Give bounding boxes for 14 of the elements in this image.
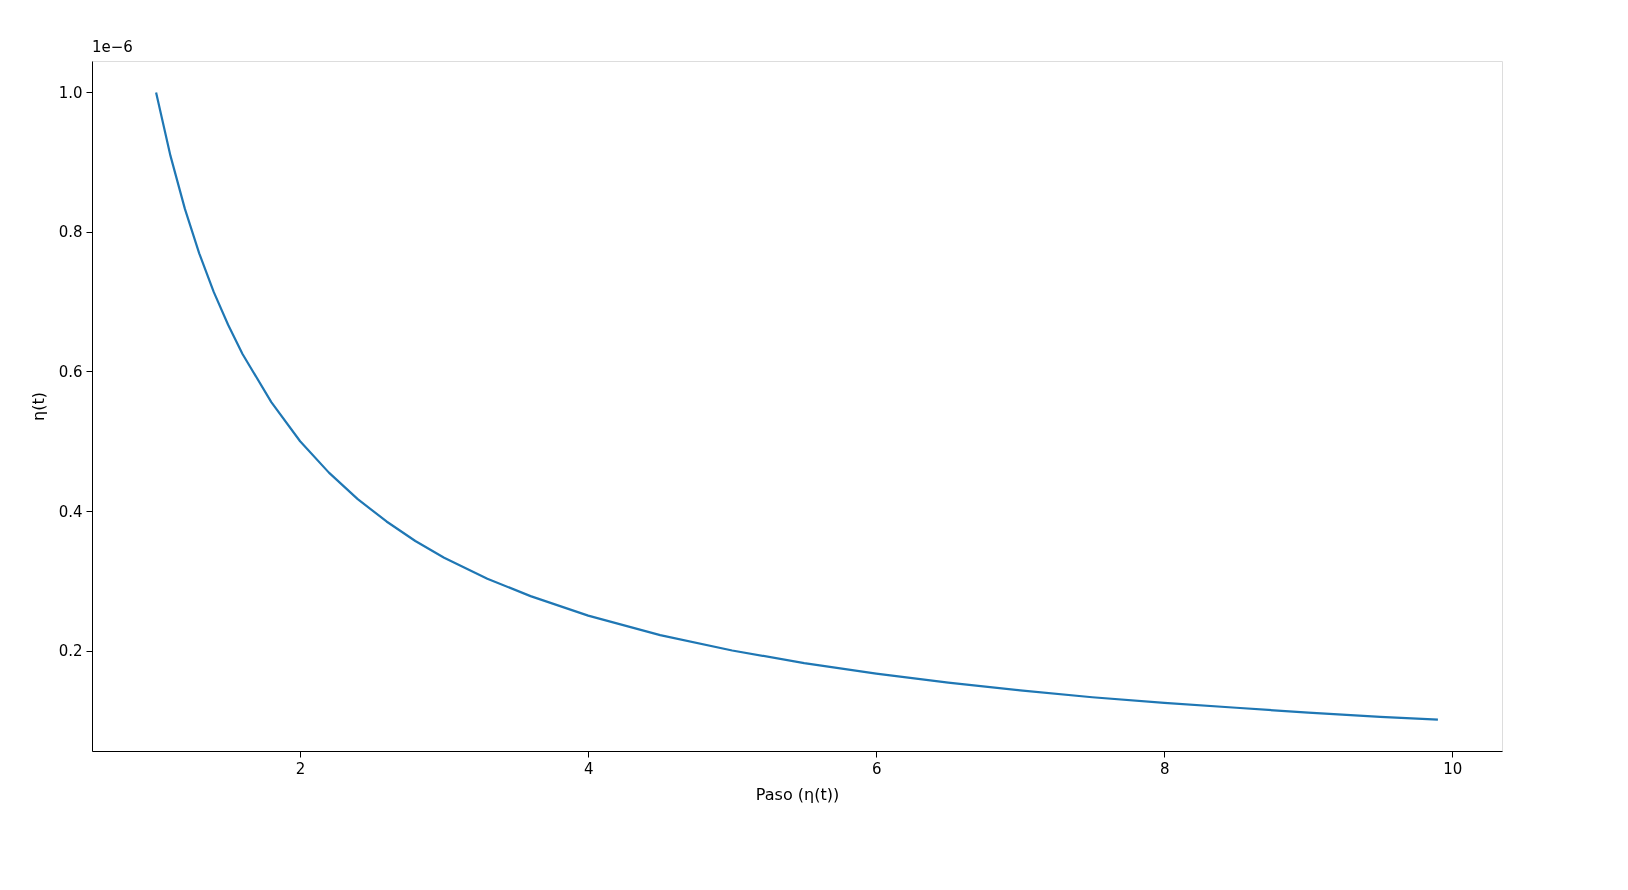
x-axis-title: Paso (η(t)) [755,784,840,804]
x-tick-label: 6 [871,759,882,778]
x-tick-label: 2 [295,759,306,778]
y-axis-title: η(t) [28,392,48,421]
x-tick-label: 8 [1159,759,1170,778]
x-tick-label: 4 [583,759,594,778]
x-tick-label: 10 [1443,759,1463,778]
line-series [154,91,1440,721]
y-tick-label: 0.2 [58,642,83,661]
y-tick-label: 1.0 [58,83,83,102]
text: 1e−6 [92,38,133,56]
y-tick-label: 0.4 [58,502,83,521]
y-tick-label: 0.6 [58,362,83,381]
y-tick-label: 0.8 [58,223,83,242]
